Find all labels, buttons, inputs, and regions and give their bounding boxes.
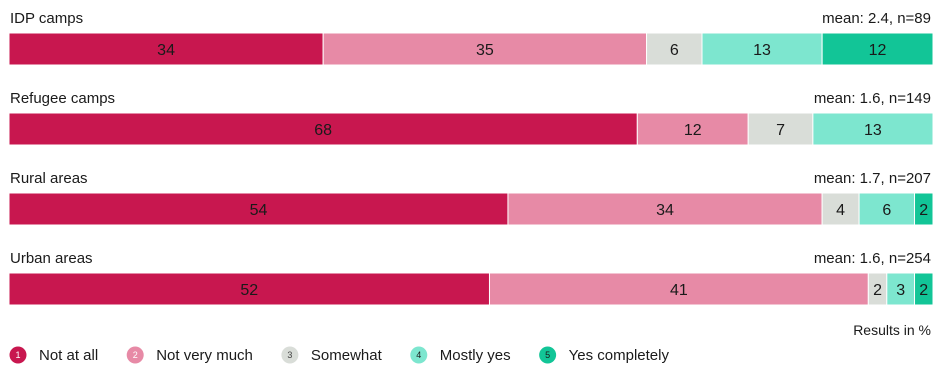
bar-segment [646,32,703,66]
bar-segment [812,112,933,146]
bar-segment [8,192,509,226]
bar-segment [914,192,933,226]
legend-label: Not very much [156,347,253,364]
group-stat: mean: 2.4, n=89 [822,10,931,27]
bar-segment [747,112,814,146]
data-label: 12 [684,122,702,139]
legend-label: Somewhat [311,347,383,364]
data-label: 6 [882,202,891,219]
data-label: 52 [240,282,258,299]
bar-segment [914,272,933,306]
data-label: 3 [896,282,905,299]
legend-marker [539,346,557,364]
data-label: 4 [836,202,845,219]
bar-segment [488,272,869,306]
data-label: 34 [157,42,175,59]
group-stat: mean: 1.7, n=207 [814,170,931,187]
group-label: Refugee camps [10,90,115,107]
legend-item: 1 Not at all [9,346,98,364]
legend: 1 Not at all 2 Not very much 3 Somewhat 4 Mostl… [9,346,670,364]
data-label: 68 [314,122,332,139]
data-label: 34 [656,202,674,219]
legend-item: 5 Yes completely [539,346,670,364]
data-label: 7 [776,122,785,139]
bar-segment [322,32,648,66]
legend-item: 2 Not very much [126,346,253,364]
bar-segment [636,112,749,146]
data-label: 41 [670,282,688,299]
legend-marker-number: 3 [287,350,292,360]
bar-segment [821,192,860,226]
group-label: Rural areas [10,170,88,187]
legend-marker-number: 4 [416,350,421,360]
data-label: 13 [864,122,882,139]
results-unit-note: Results in % [853,322,931,338]
legend-item: 4 Mostly yes [410,346,511,364]
bar-segment [886,272,916,306]
legend-marker [410,346,428,364]
group-stat: mean: 1.6, n=254 [814,250,931,267]
bar-segment [821,32,933,66]
legend-label: Mostly yes [440,347,511,364]
data-label: 35 [476,42,494,59]
bar-segment [8,112,638,146]
legend-marker [126,346,144,364]
data-label: 12 [869,42,887,59]
bar-group: Refugee camps mean: 1.6, n=149 68 12 7 13 [8,90,933,146]
group-label: IDP camps [10,10,83,27]
legend-marker-number: 2 [133,350,138,360]
bar-group: Rural areas mean: 1.7, n=207 54 34 4 6 2 [8,170,933,226]
data-label: 6 [670,42,679,59]
bar-group: IDP camps mean: 2.4, n=89 34 35 6 13 12 [8,10,933,66]
legend-marker [9,346,27,364]
legend-marker-number: 5 [545,350,550,360]
legend-marker [281,346,299,364]
bar-segment [8,272,490,306]
legend-marker-number: 1 [15,350,20,360]
group-stat: mean: 1.6, n=149 [814,90,931,107]
data-label: 2 [873,282,882,299]
bar-segment [858,192,916,226]
data-label: 54 [250,202,268,219]
bar-group: Urban areas mean: 1.6, n=254 52 41 2 3 2 [8,250,933,306]
bar-segment [8,32,324,66]
data-label: 2 [919,282,928,299]
data-label: 13 [753,42,771,59]
data-label: 2 [919,202,928,219]
group-label: Urban areas [10,250,93,267]
legend-label: Yes completely [569,347,670,364]
legend-label: Not at all [39,347,98,364]
bar-segment [507,192,823,226]
legend-item: 3 Somewhat [281,346,383,364]
